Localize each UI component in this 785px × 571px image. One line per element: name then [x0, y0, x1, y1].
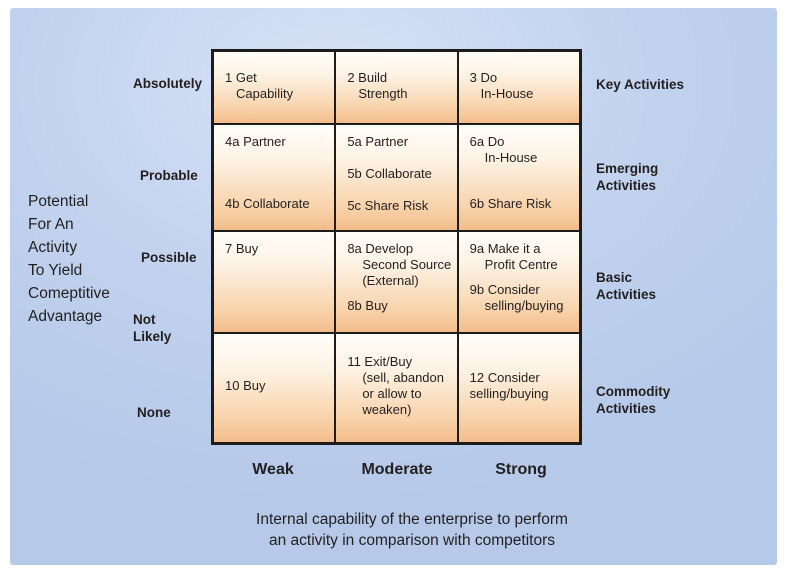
matrix-cell-r4c1: 10 Buy	[214, 334, 335, 442]
cell-entry: 2 Build Strength	[347, 70, 451, 102]
cell-entry: 6a Do In-House	[470, 134, 574, 166]
cell-line: 3 Do	[469, 69, 498, 85]
cell-line: 10 Buy	[225, 378, 266, 393]
cell-entry: 9a Make it a Profit Centre	[470, 241, 574, 273]
x-level-moderate: Moderate	[361, 461, 433, 478]
cell-line: 4a Partner	[225, 134, 286, 149]
cell-entry: 6b Share Risk	[470, 196, 574, 212]
cell-line: (External)	[362, 273, 419, 288]
right-label-key-activities: Key Activities	[596, 76, 684, 93]
cell-entry: 8b Buy	[347, 298, 451, 314]
y-level-none: None	[137, 405, 171, 420]
matrix-cell-r1c2: 2 Build Strength	[336, 52, 457, 123]
cell-line: In-House	[480, 85, 534, 101]
right-label-line: Basic	[596, 270, 633, 285]
cell-entry: 10 Buy	[225, 378, 329, 394]
x-axis-caption-line: Internal capability of the enterprise to…	[256, 511, 568, 528]
cell-entry: 4a Partner	[225, 134, 329, 150]
y-axis-title: Potential For An Activity To Yield Comep…	[28, 190, 110, 328]
matrix-cell-r3c2: 8a Develop Second Source (External) 8b B…	[336, 232, 457, 332]
cell-entry: 12 Consider selling/buying	[470, 370, 574, 402]
right-label-line: Activities	[596, 178, 657, 193]
cell-line: In-House	[484, 150, 538, 165]
cell-line: 5a Partner	[347, 134, 409, 149]
cell-entry: 9b Consider selling/buying	[470, 282, 574, 314]
right-label-line: Emerging	[596, 161, 659, 176]
y-level-probable: Probable	[140, 168, 198, 183]
cell-line: 5b Collaborate	[347, 166, 432, 181]
cell-line: 2 Build	[347, 69, 388, 85]
cell-line: 6a Do	[469, 134, 505, 149]
cell-line: 8b Buy	[347, 298, 388, 313]
x-axis-caption: Internal capability of the enterprise to…	[210, 509, 614, 551]
right-label-basic-activities: Basic Activities	[596, 269, 656, 303]
y-level-not-likely: Not Likely	[133, 311, 171, 345]
right-label-line: Activities	[596, 401, 657, 416]
matrix-cell-r3c1: 7 Buy	[214, 232, 335, 332]
matrix-cell-r3c3: 9a Make it a Profit Centre 9b Consider s…	[458, 232, 579, 332]
y-level-absolutely: Absolutely	[133, 76, 203, 91]
cell-entry: 5c Share Risk	[347, 198, 451, 214]
cell-line: 12 Consider	[469, 370, 540, 385]
right-label-line: Activities	[596, 287, 657, 302]
cell-line: 5c Share Risk	[347, 198, 429, 213]
cell-line: 7 Buy	[225, 241, 259, 256]
cell-entry: 11 Exit/Buy (sell, abandon or allow to w…	[347, 354, 451, 418]
cell-line: Capability	[236, 85, 294, 101]
right-label-emerging-activities: Emerging Activities	[596, 160, 658, 194]
cell-line: Profit Centre	[484, 257, 558, 272]
cell-line: 4b Collaborate	[225, 196, 310, 211]
matrix-cell-r1c1: 1 Get Capability	[214, 52, 335, 123]
cell-line: selling/buying	[484, 298, 564, 313]
cell-entry: 5a Partner	[347, 134, 451, 150]
cell-line: selling/buying	[469, 386, 549, 401]
y-level-possible: Possible	[141, 250, 197, 265]
matrix-cell-r4c3: 12 Consider selling/buying	[458, 334, 579, 442]
right-label-line: Key Activities	[596, 77, 685, 92]
y-axis-title-line: Advantage	[28, 308, 103, 325]
matrix-cell-r2c3: 6a Do In-House 6b Share Risk	[458, 125, 579, 230]
matrix-cell-r2c1: 4a Partner 4b Collaborate	[214, 125, 335, 230]
cell-entry: 7 Buy	[225, 241, 329, 257]
cell-entry: 5b Collaborate	[347, 166, 451, 182]
cell-line: or allow to	[362, 386, 422, 401]
y-level-line: Likely	[133, 329, 172, 344]
cell-line: 1 Get	[225, 69, 257, 85]
cell-entry: 8a Develop Second Source (External)	[347, 241, 451, 289]
cell-line: 8a Develop	[347, 241, 414, 256]
matrix-cell-r1c3: 3 Do In-House	[458, 52, 579, 123]
cell-line: 11 Exit/Buy	[347, 354, 413, 369]
y-axis-title-line: Potential	[28, 193, 89, 210]
y-level-line: Not	[133, 312, 156, 327]
y-axis-title-line: For An	[28, 216, 74, 233]
cell-entry: 1 Get Capability	[225, 70, 329, 102]
cell-line: weaken)	[362, 402, 412, 417]
right-label-line: Commodity	[596, 384, 671, 399]
cell-entry: 3 Do In-House	[470, 70, 574, 102]
x-level-weak: Weak	[252, 461, 294, 478]
cell-line: 6b Share Risk	[469, 196, 552, 211]
matrix-cell-r2c2: 5a Partner 5b Collaborate 5c Share Risk	[336, 125, 457, 230]
matrix-cell-r4c2: 11 Exit/Buy (sell, abandon or allow to w…	[336, 334, 457, 442]
x-axis-caption-line: an activity in comparison with competito…	[268, 532, 555, 549]
matrix-grid: 1 Get Capability 2 Build Strength 3 Do I…	[211, 49, 582, 445]
y-axis-title-line: Activity	[28, 239, 78, 256]
right-label-commodity-activities: Commodity Activities	[596, 383, 670, 417]
cell-line: Strength	[358, 85, 408, 101]
cell-line: (sell, abandon	[362, 370, 444, 385]
y-axis-title-line: To Yield	[28, 262, 83, 279]
y-axis-title-line: Comeptitive	[28, 285, 110, 302]
x-level-strong: Strong	[495, 461, 547, 478]
cell-entry: 4b Collaborate	[225, 196, 329, 212]
cell-line: 9a Make it a	[469, 241, 541, 256]
cell-line: 9b Consider	[469, 282, 540, 297]
cell-line: Second Source	[362, 257, 452, 272]
